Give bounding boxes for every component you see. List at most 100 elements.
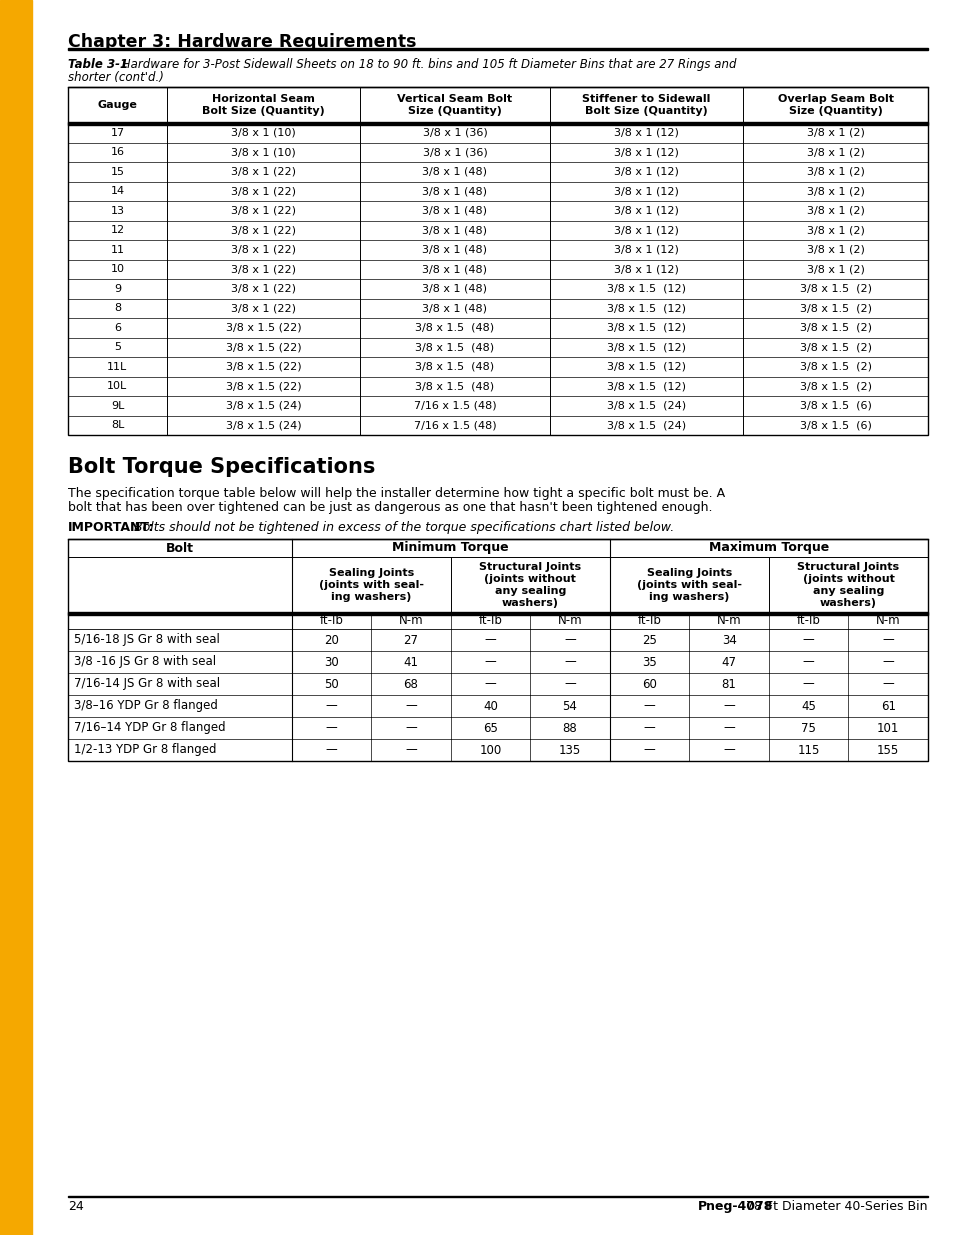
Text: 3/8 x 1 (22): 3/8 x 1 (22) bbox=[231, 304, 295, 314]
Text: bolt that has been over tightened can be just as dangerous as one that hasn't be: bolt that has been over tightened can be… bbox=[68, 501, 712, 514]
Text: —: — bbox=[882, 678, 893, 690]
Text: 10L: 10L bbox=[107, 382, 128, 391]
Text: 13: 13 bbox=[111, 206, 124, 216]
Text: Sealing Joints
(joints with seal-
ing washers): Sealing Joints (joints with seal- ing wa… bbox=[637, 568, 741, 601]
Text: 3/8 x 1.5  (24): 3/8 x 1.5 (24) bbox=[606, 400, 685, 411]
Text: 78 Ft Diameter 40-Series Bin: 78 Ft Diameter 40-Series Bin bbox=[741, 1200, 927, 1213]
Text: 3/8 x 1 (48): 3/8 x 1 (48) bbox=[422, 264, 487, 274]
Text: 100: 100 bbox=[478, 743, 501, 757]
Text: —: — bbox=[563, 634, 576, 646]
Text: —: — bbox=[643, 721, 655, 735]
Text: 7/16-14 JS Gr 8 with seal: 7/16-14 JS Gr 8 with seal bbox=[74, 678, 220, 690]
Text: 3/8 x 1 (48): 3/8 x 1 (48) bbox=[422, 284, 487, 294]
Text: 7/16–14 YDP Gr 8 flanged: 7/16–14 YDP Gr 8 flanged bbox=[74, 721, 226, 735]
Text: The specification torque table below will help the installer determine how tight: The specification torque table below wil… bbox=[68, 487, 724, 500]
Text: 54: 54 bbox=[562, 699, 577, 713]
Text: 3/8 x 1.5  (48): 3/8 x 1.5 (48) bbox=[415, 362, 494, 372]
Text: 3/8 x 1 (12): 3/8 x 1 (12) bbox=[614, 264, 679, 274]
Bar bbox=[68, 613, 927, 615]
Text: Chapter 3: Hardware Requirements: Chapter 3: Hardware Requirements bbox=[68, 33, 416, 51]
Text: 14: 14 bbox=[111, 186, 125, 196]
Text: Bolts should not be tightened in excess of the torque specifications chart liste: Bolts should not be tightened in excess … bbox=[130, 521, 674, 534]
Text: Bolt Torque Specifications: Bolt Torque Specifications bbox=[68, 457, 375, 477]
Text: Vertical Seam Bolt
Size (Quantity): Vertical Seam Bolt Size (Quantity) bbox=[397, 94, 512, 116]
Text: Sealing Joints
(joints with seal-
ing washers): Sealing Joints (joints with seal- ing wa… bbox=[318, 568, 423, 601]
Text: 9: 9 bbox=[113, 284, 121, 294]
Text: 3/8 x 1.5  (48): 3/8 x 1.5 (48) bbox=[415, 322, 494, 332]
Text: 3/8 -16 JS Gr 8 with seal: 3/8 -16 JS Gr 8 with seal bbox=[74, 656, 216, 668]
Text: 3/8–16 YDP Gr 8 flanged: 3/8–16 YDP Gr 8 flanged bbox=[74, 699, 217, 713]
Bar bbox=[68, 1195, 927, 1197]
Text: —: — bbox=[882, 656, 893, 668]
Text: 3/8 x 1.5  (2): 3/8 x 1.5 (2) bbox=[799, 284, 871, 294]
Text: 3/8 x 1 (12): 3/8 x 1 (12) bbox=[614, 186, 679, 196]
Text: 3/8 x 1 (48): 3/8 x 1 (48) bbox=[422, 245, 487, 254]
Text: 1/2-13 YDP Gr 8 flanged: 1/2-13 YDP Gr 8 flanged bbox=[74, 743, 216, 757]
Text: 3/8 x 1 (22): 3/8 x 1 (22) bbox=[231, 206, 295, 216]
Text: Maximum Torque: Maximum Torque bbox=[708, 541, 828, 555]
Text: Minimum Torque: Minimum Torque bbox=[392, 541, 509, 555]
Text: 3/8 x 1 (22): 3/8 x 1 (22) bbox=[231, 245, 295, 254]
Text: 3/8 x 1.5  (2): 3/8 x 1.5 (2) bbox=[799, 304, 871, 314]
Text: 30: 30 bbox=[324, 656, 338, 668]
Text: —: — bbox=[325, 699, 337, 713]
Text: 3/8 x 1 (48): 3/8 x 1 (48) bbox=[422, 167, 487, 177]
Text: 50: 50 bbox=[324, 678, 338, 690]
Bar bbox=[68, 538, 927, 761]
Text: ft-lb: ft-lb bbox=[637, 615, 660, 627]
Text: Overlap Seam Bolt
Size (Quantity): Overlap Seam Bolt Size (Quantity) bbox=[777, 94, 893, 116]
Text: 88: 88 bbox=[562, 721, 577, 735]
Text: —: — bbox=[325, 743, 337, 757]
Text: 3/8 x 1 (2): 3/8 x 1 (2) bbox=[806, 245, 863, 254]
Text: shorter (cont'd.): shorter (cont'd.) bbox=[68, 70, 164, 84]
Text: 3/8 x 1 (36): 3/8 x 1 (36) bbox=[422, 127, 487, 138]
Text: 3/8 x 1 (12): 3/8 x 1 (12) bbox=[614, 225, 679, 235]
Text: 3/8 x 1 (22): 3/8 x 1 (22) bbox=[231, 186, 295, 196]
Text: 16: 16 bbox=[111, 147, 124, 157]
Text: 75: 75 bbox=[801, 721, 815, 735]
Bar bbox=[68, 48, 927, 49]
Text: 115: 115 bbox=[797, 743, 819, 757]
Text: N-m: N-m bbox=[558, 615, 581, 627]
Text: 3/8 x 1.5  (12): 3/8 x 1.5 (12) bbox=[606, 382, 685, 391]
Text: 17: 17 bbox=[111, 127, 125, 138]
Text: 3/8 x 1 (10): 3/8 x 1 (10) bbox=[231, 127, 295, 138]
Text: 9L: 9L bbox=[111, 400, 124, 411]
Text: —: — bbox=[405, 699, 416, 713]
Text: 3/8 x 1.5  (2): 3/8 x 1.5 (2) bbox=[799, 382, 871, 391]
Text: 40: 40 bbox=[482, 699, 497, 713]
Text: 11: 11 bbox=[111, 245, 124, 254]
Text: 7/16 x 1.5 (48): 7/16 x 1.5 (48) bbox=[414, 400, 496, 411]
Text: 101: 101 bbox=[876, 721, 899, 735]
Text: Bolt: Bolt bbox=[166, 541, 193, 555]
Text: 155: 155 bbox=[876, 743, 899, 757]
Bar bbox=[0, 0, 32, 1235]
Text: 3/8 x 1 (48): 3/8 x 1 (48) bbox=[422, 304, 487, 314]
Text: —: — bbox=[722, 699, 734, 713]
Text: 45: 45 bbox=[801, 699, 815, 713]
Text: 68: 68 bbox=[403, 678, 418, 690]
Text: 3/8 x 1 (48): 3/8 x 1 (48) bbox=[422, 225, 487, 235]
Text: 41: 41 bbox=[403, 656, 418, 668]
Text: —: — bbox=[484, 634, 496, 646]
Text: 3/8 x 1.5 (22): 3/8 x 1.5 (22) bbox=[226, 382, 301, 391]
Text: 3/8 x 1.5  (6): 3/8 x 1.5 (6) bbox=[799, 400, 871, 411]
Text: 47: 47 bbox=[720, 656, 736, 668]
Text: 3/8 x 1.5  (2): 3/8 x 1.5 (2) bbox=[799, 342, 871, 352]
Text: 3/8 x 1.5  (48): 3/8 x 1.5 (48) bbox=[415, 342, 494, 352]
Text: 3/8 x 1.5  (2): 3/8 x 1.5 (2) bbox=[799, 322, 871, 332]
Text: —: — bbox=[722, 743, 734, 757]
Text: 3/8 x 1.5  (6): 3/8 x 1.5 (6) bbox=[799, 420, 871, 430]
Text: 3/8 x 1 (48): 3/8 x 1 (48) bbox=[422, 206, 487, 216]
Text: —: — bbox=[405, 721, 416, 735]
Text: 3/8 x 1.5  (12): 3/8 x 1.5 (12) bbox=[606, 284, 685, 294]
Text: 3/8 x 1.5 (24): 3/8 x 1.5 (24) bbox=[226, 400, 301, 411]
Text: 3/8 x 1.5  (12): 3/8 x 1.5 (12) bbox=[606, 342, 685, 352]
Text: Horizontal Seam
Bolt Size (Quantity): Horizontal Seam Bolt Size (Quantity) bbox=[202, 94, 325, 116]
Text: Gauge: Gauge bbox=[97, 100, 137, 110]
Text: N-m: N-m bbox=[398, 615, 423, 627]
Text: 3/8 x 1 (2): 3/8 x 1 (2) bbox=[806, 186, 863, 196]
Text: —: — bbox=[484, 656, 496, 668]
Text: Pneg-4078: Pneg-4078 bbox=[697, 1200, 772, 1213]
Text: Structural Joints
(joints without
any sealing
washers): Structural Joints (joints without any se… bbox=[797, 562, 899, 608]
